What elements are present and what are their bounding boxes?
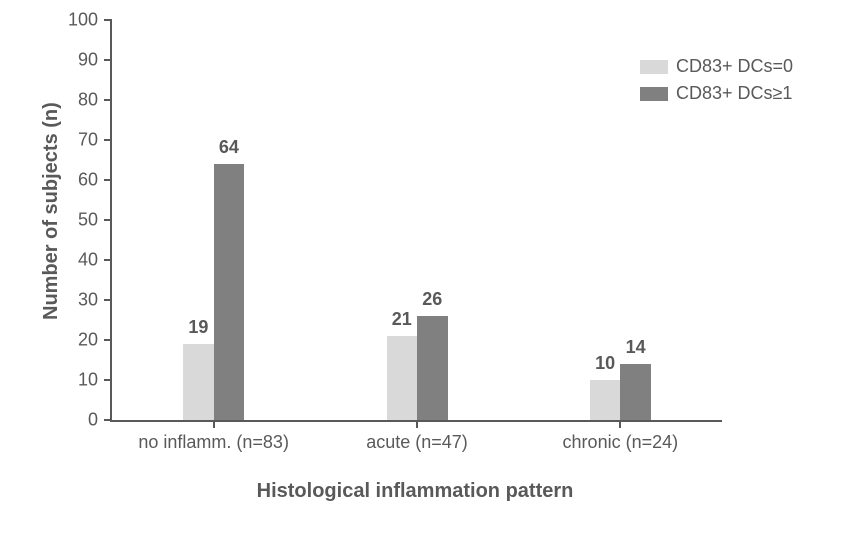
ytick-mark bbox=[104, 139, 112, 141]
chart-container: 0 10 20 30 40 50 60 70 80 90 100 no inflamm. (n=83)… bbox=[0, 0, 850, 542]
ytick-label: 20 bbox=[78, 330, 98, 351]
ytick-mark bbox=[104, 419, 112, 421]
legend-item: CD83+ DCs=0 bbox=[640, 56, 793, 77]
ytick-label: 100 bbox=[68, 10, 98, 31]
ytick-label: 0 bbox=[88, 410, 98, 431]
bar-value-label: 19 bbox=[188, 317, 208, 338]
ytick-mark bbox=[104, 379, 112, 381]
bar bbox=[214, 164, 245, 420]
ytick-mark bbox=[104, 19, 112, 21]
bar bbox=[387, 336, 418, 420]
xtick-mark bbox=[213, 420, 215, 428]
xtick-label: chronic (n=24) bbox=[563, 432, 679, 453]
ytick-label: 60 bbox=[78, 170, 98, 191]
xtick-label: no inflamm. (n=83) bbox=[138, 432, 289, 453]
ytick-mark bbox=[104, 299, 112, 301]
plot-area: 0102030405060708090100no inflamm. (n=83)… bbox=[110, 20, 722, 422]
ytick-label: 10 bbox=[78, 370, 98, 391]
ytick-mark bbox=[104, 179, 112, 181]
bar bbox=[590, 380, 621, 420]
legend-label: CD83+ DCs=0 bbox=[676, 56, 793, 77]
ytick-label: 90 bbox=[78, 50, 98, 71]
bar-value-label: 21 bbox=[392, 309, 412, 330]
xtick-mark bbox=[416, 420, 418, 428]
bar-value-label: 14 bbox=[626, 337, 646, 358]
bar-value-label: 10 bbox=[595, 353, 615, 374]
ytick-mark bbox=[104, 219, 112, 221]
legend-swatch bbox=[640, 60, 668, 74]
bar-value-label: 26 bbox=[422, 289, 442, 310]
legend: CD83+ DCs=0 CD83+ DCs≥1 bbox=[640, 56, 793, 110]
legend-item: CD83+ DCs≥1 bbox=[640, 83, 793, 104]
ytick-label: 30 bbox=[78, 290, 98, 311]
bar bbox=[183, 344, 214, 420]
ytick-label: 80 bbox=[78, 90, 98, 111]
xtick-label: acute (n=47) bbox=[366, 432, 468, 453]
ytick-mark bbox=[104, 259, 112, 261]
ytick-mark bbox=[104, 59, 112, 61]
ytick-label: 50 bbox=[78, 210, 98, 231]
y-axis-label: Number of subjects (n) bbox=[40, 102, 63, 320]
bar-value-label: 64 bbox=[219, 137, 239, 158]
ytick-mark bbox=[104, 339, 112, 341]
xtick-mark bbox=[619, 420, 621, 428]
bar bbox=[620, 364, 651, 420]
bar bbox=[417, 316, 448, 420]
legend-label: CD83+ DCs≥1 bbox=[676, 83, 792, 104]
ytick-label: 70 bbox=[78, 130, 98, 151]
x-axis-label: Histological inflammation pattern bbox=[257, 480, 574, 503]
ytick-mark bbox=[104, 99, 112, 101]
ytick-label: 40 bbox=[78, 250, 98, 271]
legend-swatch bbox=[640, 87, 668, 101]
